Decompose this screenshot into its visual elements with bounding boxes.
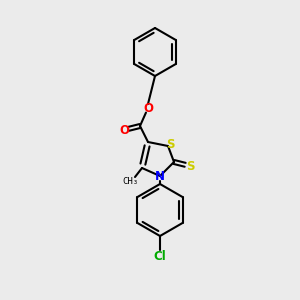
- Text: Cl: Cl: [154, 250, 166, 262]
- Text: CH₃: CH₃: [122, 178, 138, 187]
- Text: O: O: [143, 101, 153, 115]
- Text: S: S: [186, 160, 194, 172]
- Text: S: S: [166, 137, 174, 151]
- Text: O: O: [119, 124, 129, 136]
- Text: N: N: [155, 169, 165, 182]
